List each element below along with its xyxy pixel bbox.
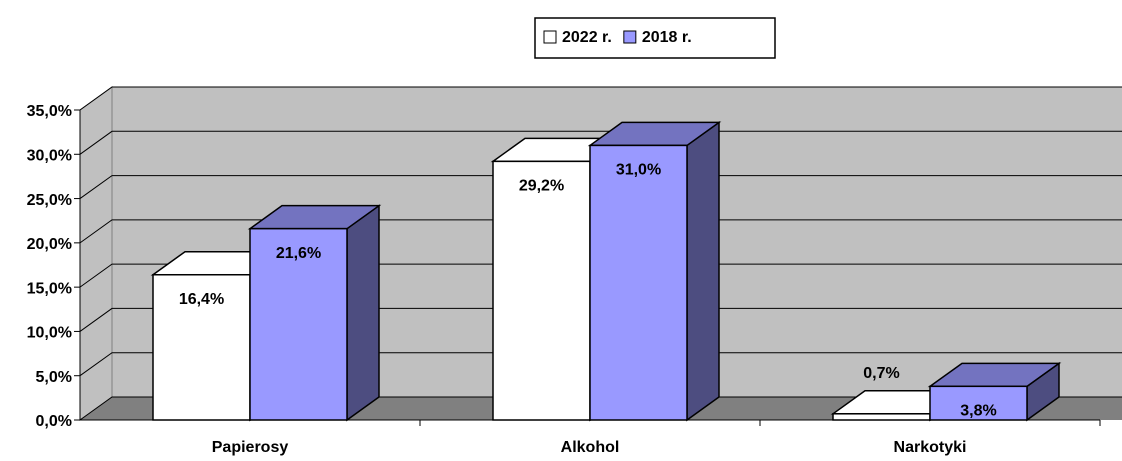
bar-front bbox=[929, 385, 1028, 421]
y-tick-label: 0,0% bbox=[36, 413, 72, 430]
grid-line bbox=[79, 86, 1122, 111]
bar-front bbox=[249, 227, 348, 421]
grid-line bbox=[79, 307, 1122, 332]
data-label: 21,6% bbox=[276, 245, 321, 262]
legend: 2022 r. 2018 r. bbox=[534, 17, 776, 59]
bar-front bbox=[152, 273, 251, 421]
data-label: 29,2% bbox=[519, 178, 564, 195]
bar-front bbox=[589, 144, 688, 421]
grid-line bbox=[79, 219, 1122, 244]
y-tick-label: 30,0% bbox=[27, 148, 72, 165]
data-label: 16,4% bbox=[179, 291, 224, 308]
bar-front bbox=[832, 413, 931, 421]
y-tick-label: 35,0% bbox=[27, 103, 72, 120]
bar bbox=[927, 361, 1062, 422]
x-tick-label: Alkohol bbox=[561, 439, 620, 456]
legend-box bbox=[534, 17, 776, 59]
legend-label: 2018 r. bbox=[642, 29, 692, 46]
y-tick-label: 10,0% bbox=[27, 325, 72, 342]
grid-line bbox=[79, 352, 1122, 377]
grid-line bbox=[79, 263, 1122, 288]
y-tick-label: 25,0% bbox=[27, 192, 72, 209]
grid-line bbox=[79, 175, 1122, 199]
legend-label: 2022 r. bbox=[562, 29, 612, 46]
legend-swatch bbox=[543, 30, 557, 44]
bar-side bbox=[346, 204, 380, 422]
side-wall bbox=[79, 86, 113, 421]
data-label: 31,0% bbox=[616, 162, 661, 179]
y-tick-label: 20,0% bbox=[27, 236, 72, 253]
bar-front bbox=[492, 160, 591, 421]
grid-line bbox=[79, 130, 1122, 155]
bar bbox=[587, 120, 722, 422]
bar bbox=[247, 204, 382, 422]
x-tick-label: Narkotyki bbox=[894, 439, 967, 456]
bar-side bbox=[686, 120, 720, 422]
data-label: 0,7% bbox=[863, 365, 899, 382]
data-label: 3,8% bbox=[960, 403, 996, 420]
grid-line bbox=[79, 396, 1122, 421]
y-tick-label: 15,0% bbox=[27, 280, 72, 297]
y-tick-label: 5,0% bbox=[36, 369, 72, 386]
legend-swatch bbox=[623, 30, 637, 44]
x-tick-label: Papierosy bbox=[212, 439, 289, 456]
